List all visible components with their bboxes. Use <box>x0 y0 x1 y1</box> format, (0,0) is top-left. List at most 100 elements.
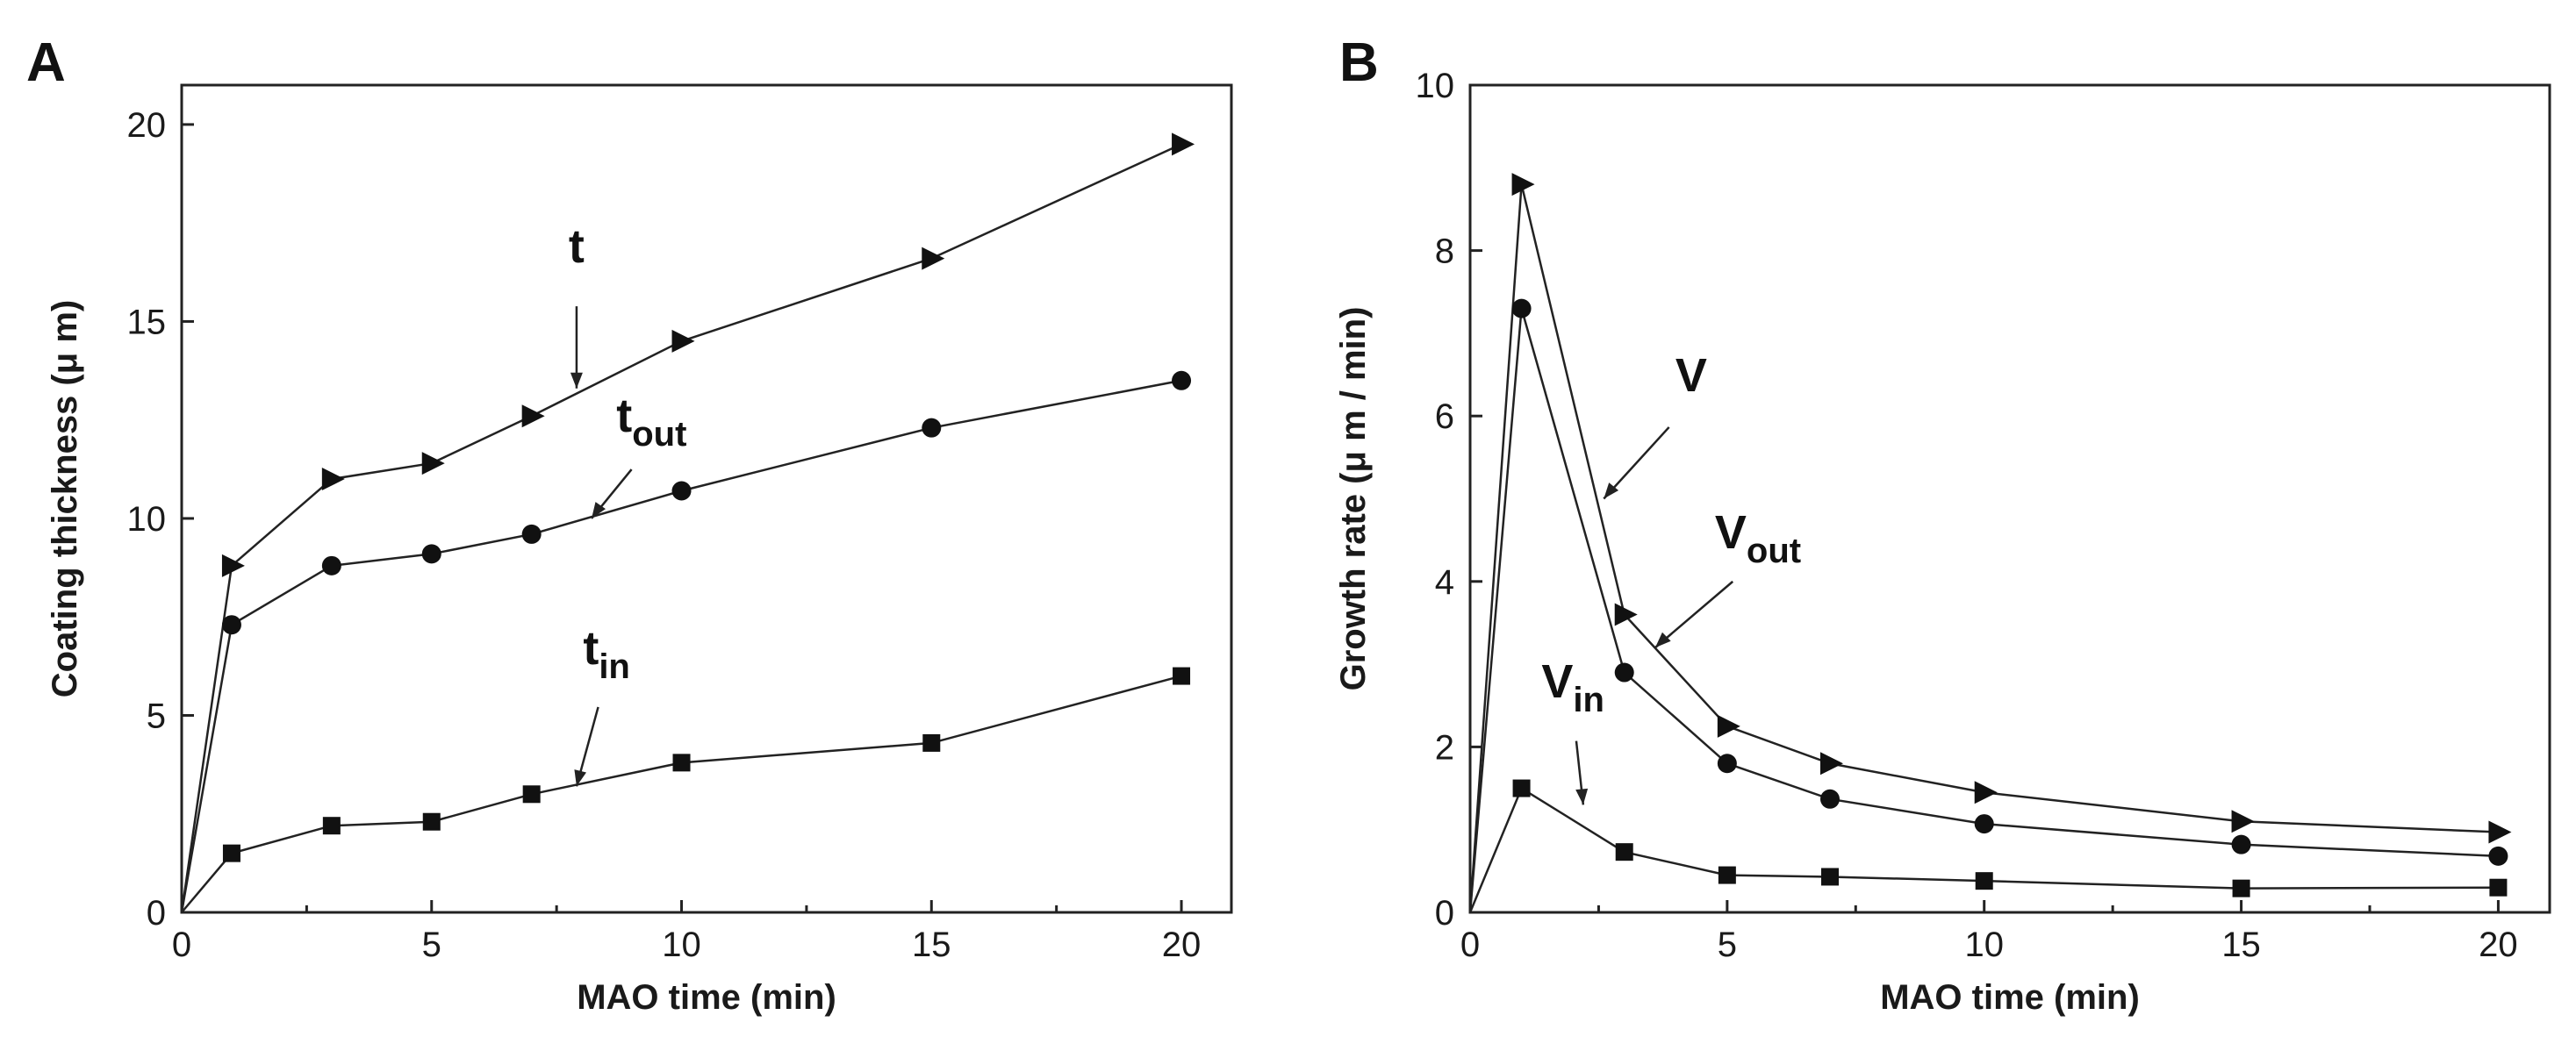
annotation-b-v-arrowhead <box>1604 483 1619 499</box>
series-a-t-out-point <box>922 418 942 438</box>
series-b-v-in-point <box>2489 878 2508 897</box>
x-tick-label-a: 0 <box>172 926 191 964</box>
annotation-a-t-out-subscript: out <box>632 415 686 454</box>
series-b-v-out-point <box>2231 834 2251 854</box>
series-b-v-line <box>1468 183 2499 913</box>
series-a-t-in-point <box>922 733 941 752</box>
series-a-t-point <box>421 452 445 475</box>
series-b-v-point <box>1974 781 1998 804</box>
series-b-v-in-point <box>1718 866 1736 884</box>
series-a-t-in-point <box>522 785 541 804</box>
series-b-v-out-point <box>1717 754 1737 774</box>
y-tick-label-b: 10 <box>1416 67 1455 105</box>
annotation-b-v-in-subscript: in <box>1573 681 1604 719</box>
annotation-b-v-label: V <box>1675 349 1707 402</box>
series-a-t-point <box>321 468 345 491</box>
y-axis-title-a: Coating thickness (μ m) <box>46 300 84 697</box>
annotation-b-v-out-main: V <box>1715 506 1747 559</box>
y-tick-label-a: 10 <box>127 500 167 539</box>
x-tick-label-a: 20 <box>1162 926 1202 964</box>
annotation-a-t-arrowhead <box>570 372 583 389</box>
series-b-v-in-line <box>1468 786 2499 913</box>
y-tick-label-a: 20 <box>127 106 167 145</box>
annotation-a-t-in-arrowhead <box>574 769 587 787</box>
annotation-a-t-out-main: t <box>616 390 632 442</box>
series-a-t-point <box>221 554 245 577</box>
annotation-a-t-out-label: tout <box>616 390 686 454</box>
series-a-t-line <box>180 143 1182 913</box>
x-axis-title-b: MAO time (min) <box>1880 978 2140 1017</box>
series-b-v-in-point <box>1975 872 1993 890</box>
series-a-t-in-point <box>672 754 691 772</box>
y-tick-label-a: 15 <box>127 303 167 341</box>
annotation-a-t-in-subscript: in <box>599 647 630 686</box>
series-a-t-point <box>671 329 695 353</box>
x-tick-label-b: 0 <box>1460 926 1480 964</box>
series-b-v-out-line <box>1468 308 2499 913</box>
plot-frame-a <box>180 83 1233 914</box>
series-b-v-out-point <box>2488 846 2508 866</box>
y-tick-label-b: 8 <box>1435 232 1454 271</box>
series-b-v-in-point <box>1512 779 1531 797</box>
series-b-v-out-point <box>1614 662 1634 683</box>
plot-panel-a: 0 5 10 15 20 0 5 10 15 20 MAO time (min) Coating th… <box>46 83 1233 1017</box>
series-b-v-point <box>1820 752 1843 776</box>
annotation-a-t-main: t <box>569 220 585 273</box>
annotation-b-v-in-arrowhead <box>1575 788 1589 805</box>
annotation-a-t-label: t <box>569 220 585 273</box>
series-a-t-in-point <box>1173 667 1191 685</box>
series-a-t-out-point <box>421 544 441 564</box>
annotation-b-v-main: V <box>1675 349 1707 402</box>
panel-label-a: A <box>26 32 66 93</box>
series-b-v-point <box>1614 603 1638 626</box>
series-a-t-point <box>521 404 545 428</box>
y-tick-label-a: 5 <box>147 697 166 735</box>
annotation-b-v-in-label: Vin <box>1541 655 1604 719</box>
series-b-v-in-point <box>2232 879 2250 897</box>
plot-frame-b <box>1468 83 2551 914</box>
series-b-v-in-point <box>1821 868 1839 886</box>
x-tick-label-b: 15 <box>2221 926 2261 964</box>
y-tick-label-b: 4 <box>1435 563 1454 602</box>
annotation-b-v-out-arrow <box>1654 580 1734 649</box>
y-tick-label-a: 0 <box>147 894 166 933</box>
series-a-t-in-point <box>422 812 441 831</box>
annotation-a-t-in-main: t <box>583 622 599 675</box>
annotation-a-t-out-arrowhead <box>592 502 606 518</box>
y-axis-title-b: Growth rate (μ m / min) <box>1334 307 1373 691</box>
plot-panel-b: 0 5 10 15 20 0 2 4 6 8 10 MAO time (min) Growth rate… <box>1334 67 2551 1017</box>
series-a-t-out-line <box>180 379 1182 913</box>
y-tick-label-b: 2 <box>1435 728 1454 767</box>
x-axis-title-a: MAO time (min) <box>577 978 836 1017</box>
series-a-t-out-point <box>221 615 241 635</box>
series-b-v-out-point <box>1511 298 1532 318</box>
series-a-t-point <box>922 247 945 270</box>
series-a-t-out-point <box>671 481 692 501</box>
x-tick-label-b: 20 <box>2479 926 2518 964</box>
annotation-b-v-out-subscript: out <box>1747 532 1801 570</box>
y-tick-label-b: 6 <box>1435 397 1454 436</box>
series-b-v-out-point <box>1820 789 1840 809</box>
series-b-v-point <box>2488 820 2512 844</box>
x-tick-label-a: 5 <box>422 926 441 964</box>
series-a-t-in-point <box>222 844 240 862</box>
series-b-v-point <box>1717 714 1740 738</box>
series-a-t-out-point <box>321 555 341 575</box>
y-tick-label-b: 0 <box>1435 894 1454 933</box>
series-a-t-out-point <box>521 524 542 544</box>
series-b-v-out-point <box>1974 814 1994 834</box>
series-a-t-in-line <box>181 675 1182 913</box>
series-a-t-point <box>1172 132 1195 156</box>
panel-label-b: B <box>1339 32 1379 93</box>
annotation-b-v-out-label: Vout <box>1715 506 1801 570</box>
annotation-b-v-in-main: V <box>1541 655 1573 708</box>
series-a-t-out-point <box>1172 370 1192 390</box>
annotation-b-v-arrow <box>1603 426 1670 500</box>
x-tick-label-b: 5 <box>1718 926 1737 964</box>
x-tick-label-a: 10 <box>662 926 701 964</box>
series-b-v-point <box>2231 810 2255 833</box>
x-tick-label-b: 10 <box>1964 926 2004 964</box>
annotation-b-v-out-arrowhead <box>1654 632 1671 648</box>
annotation-a-t-in-label: tin <box>583 622 630 686</box>
